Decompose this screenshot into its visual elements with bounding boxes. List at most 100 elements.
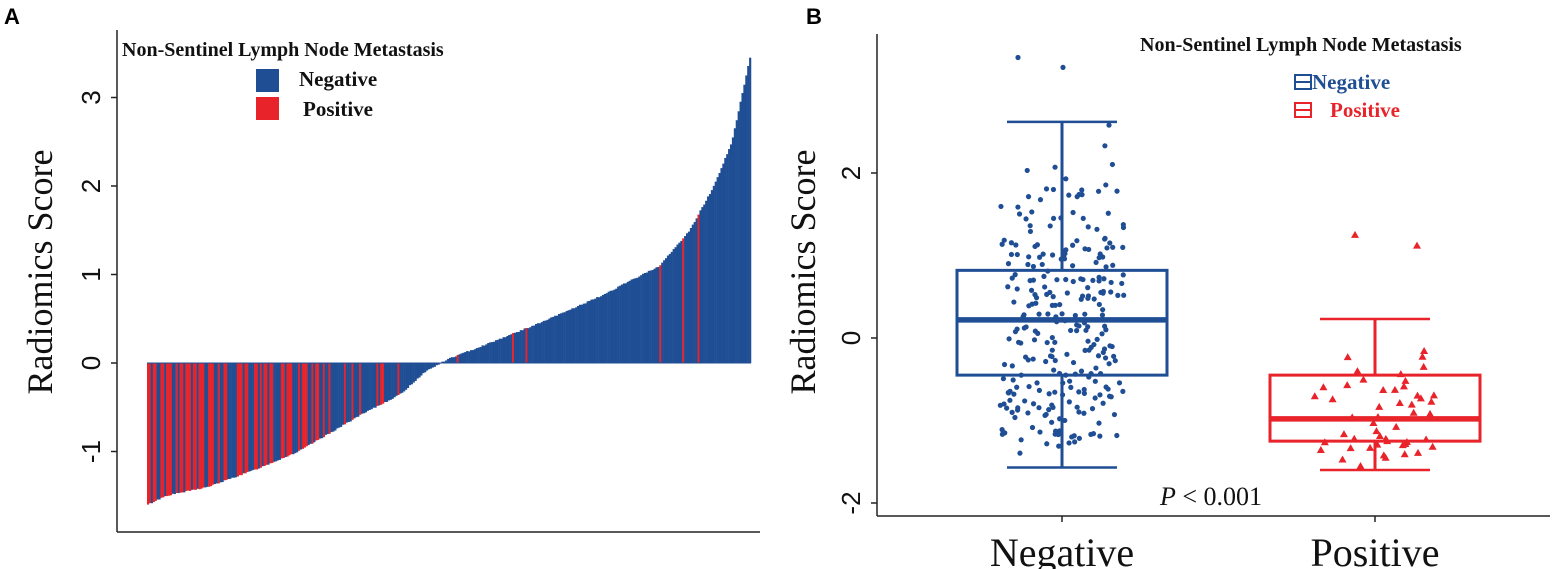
bar [223,363,226,481]
point [1043,358,1049,365]
panel-a-legend-positive-swatch [256,97,279,120]
bar [336,363,339,429]
bar [338,363,341,428]
bar [678,242,681,363]
bar [626,281,629,363]
bar [315,363,318,441]
bar [288,363,291,456]
point [1079,192,1085,198]
bar [731,137,735,363]
point [1015,407,1021,413]
panel-b-legend-positive-label: Positive [1330,98,1400,122]
bar [406,363,410,388]
bar [647,270,650,363]
bar [580,304,584,363]
bar [512,333,515,363]
bar [345,363,348,423]
point [1062,318,1068,324]
bar [418,363,421,378]
point [1373,440,1382,448]
bar [269,363,272,464]
bar [150,363,153,504]
point [1095,353,1102,359]
point [1015,204,1021,210]
bar [733,128,736,363]
point [1059,311,1065,317]
point [1074,328,1080,334]
bar [716,177,719,363]
bar [674,247,677,363]
point [1109,161,1116,168]
point [1039,261,1045,268]
y-tick-label: 1 [76,267,106,281]
point [1013,242,1019,248]
panel-b-p-value: P < 0.001 [1159,482,1262,511]
bar [680,240,683,363]
point [1351,230,1359,238]
box-negative [955,268,1169,377]
point [1014,286,1020,292]
point [999,241,1005,247]
point [1045,268,1051,274]
bar [657,266,660,363]
bar [454,356,457,363]
bar [565,311,568,363]
bar [236,363,239,477]
bar [600,296,603,363]
bar [693,222,696,363]
point [1068,384,1074,390]
bar [414,363,417,381]
bar [215,363,218,484]
bar [192,363,196,490]
point [1400,450,1409,458]
bar [630,279,633,363]
bar [233,363,236,478]
point [1395,399,1404,407]
point [1085,338,1091,344]
bar [213,363,217,485]
point [1100,288,1106,295]
point [1037,429,1043,435]
point [1110,262,1116,268]
bar [181,363,184,493]
bar [684,236,687,363]
bar [586,301,589,363]
bar [374,363,377,408]
bar [206,363,209,487]
bar [330,363,333,433]
point [1070,242,1076,248]
bar [447,358,450,363]
point [1107,240,1113,246]
p-value-italic: P [1159,482,1176,511]
point [1066,399,1072,405]
bar [613,289,616,363]
bar [578,304,582,363]
bar [582,303,585,363]
bar [408,363,412,386]
point [1103,264,1109,270]
point [1026,254,1032,260]
point [1035,330,1041,336]
point [1343,381,1352,389]
bar [403,363,406,392]
point [1030,401,1037,407]
point [1063,176,1069,182]
bar [250,363,253,471]
point [1054,319,1060,325]
point [1101,276,1107,282]
bar [424,363,427,373]
point [1086,374,1092,380]
bar [701,207,704,363]
bar [349,363,352,422]
point [1316,446,1325,454]
point [1100,400,1106,406]
panel-a-legend-title: Non-Sentinel Lymph Node Metastasis [122,39,444,61]
bar [617,286,620,363]
bar [487,343,490,363]
bar [699,210,702,363]
point [1101,346,1108,352]
bar [588,300,591,363]
point [1074,404,1080,410]
bar [238,363,241,476]
bar [661,262,664,363]
